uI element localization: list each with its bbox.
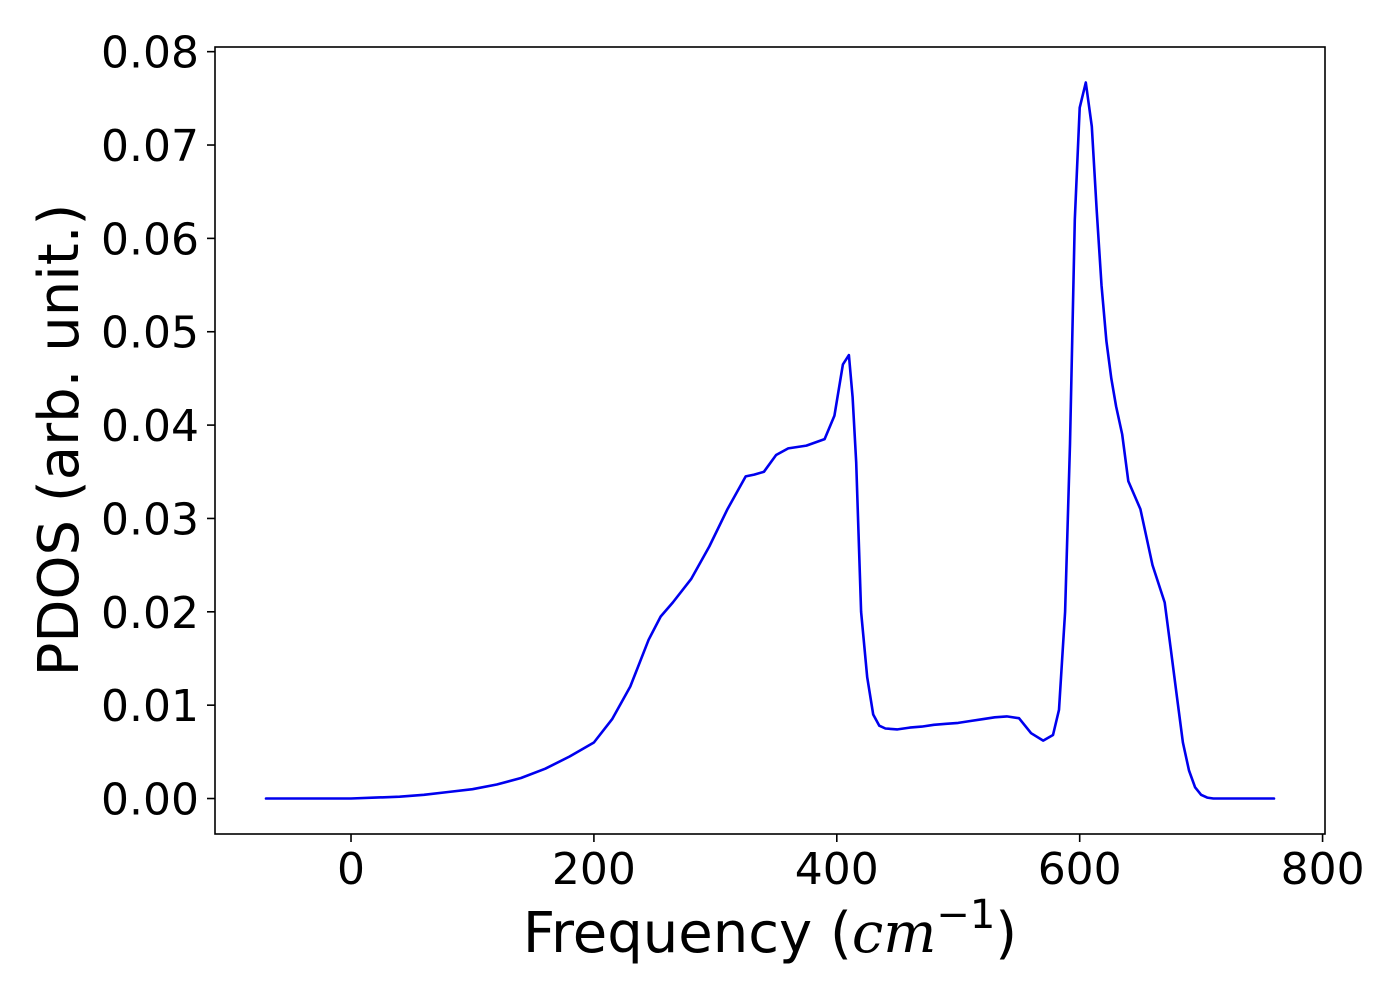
y-tick-label: 0.06: [101, 214, 199, 265]
axes-frame: [214, 46, 1326, 835]
y-tick-label: 0.05: [101, 308, 199, 359]
x-tick-label: 600: [1038, 844, 1122, 895]
y-tick-label: 0.07: [101, 121, 199, 172]
y-tick-label: 0.02: [101, 588, 199, 639]
x-axis-label: Frequency (cm−1): [523, 892, 1017, 966]
y-tick-label: 0.08: [101, 28, 199, 79]
y-axis-label: PDOS (arb. unit.): [27, 204, 92, 677]
y-tick-label: 0.04: [101, 401, 199, 452]
x-tick-label: 800: [1281, 844, 1365, 895]
x-axis-label-suffix: ): [995, 901, 1017, 966]
x-axis-label-prefix: Frequency (: [523, 901, 852, 966]
y-tick-label: 0.01: [101, 681, 199, 732]
y-axis-ticks: 0.00 0.01 0.02 0.03 0.04 0.05 0.06 0.07 0.08: [101, 28, 215, 826]
x-axis-label-exponent: −1: [936, 892, 995, 938]
x-axis-label-unit: cm: [852, 901, 936, 966]
x-axis-ticks: 0 200 400 600 800: [337, 834, 1365, 895]
x-tick-label: 0: [337, 844, 365, 895]
plot-area: [264, 81, 1276, 800]
y-tick-label: 0.03: [101, 494, 199, 545]
y-tick-label: 0.00: [101, 775, 199, 826]
x-tick-label: 200: [552, 844, 636, 895]
x-tick-label: 400: [795, 844, 879, 895]
pdos-series-line: [264, 81, 1276, 800]
